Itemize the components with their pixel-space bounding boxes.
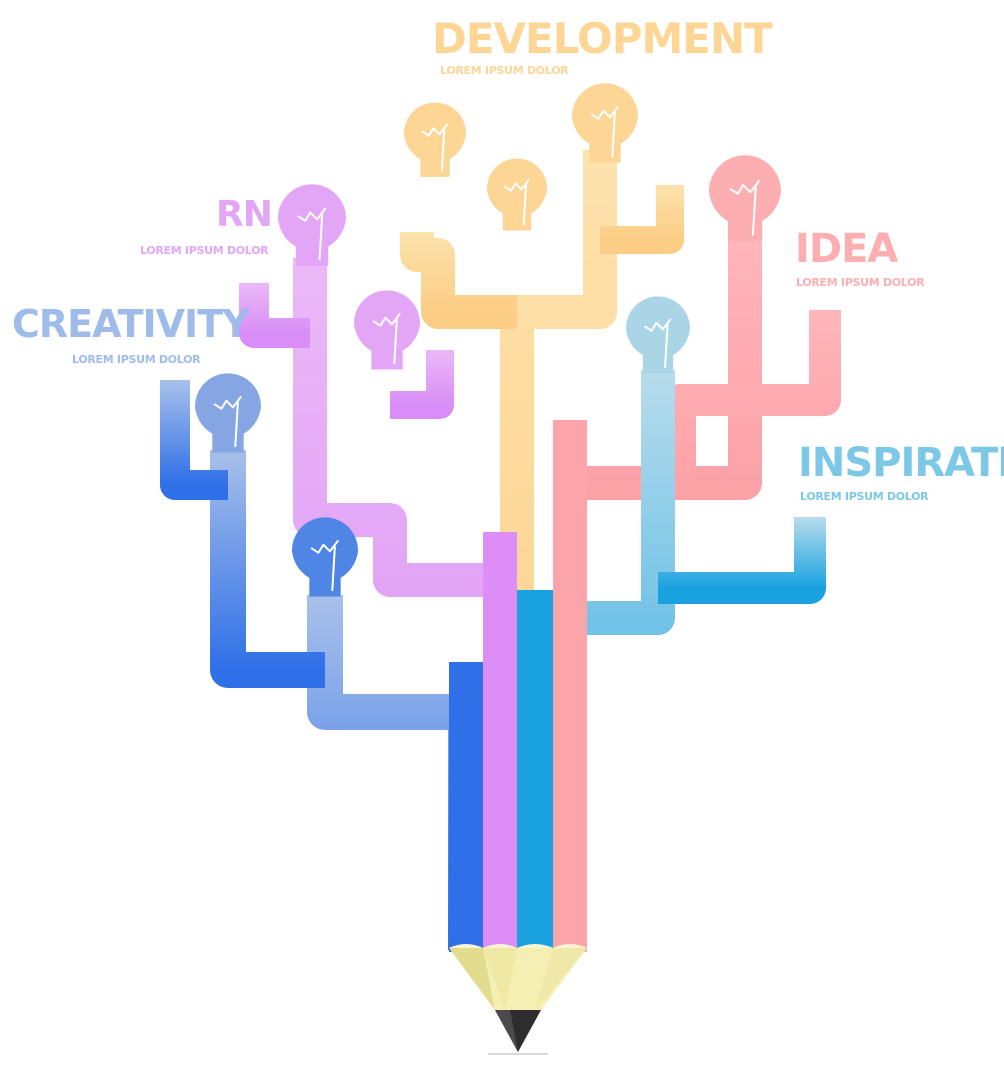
development-bulb-left xyxy=(403,102,467,177)
rn-subtitle: LOREM IPSUM DOLOR xyxy=(140,244,269,257)
creativity-title: CREATIVITY xyxy=(12,302,250,346)
lightbulb-icon xyxy=(277,184,347,266)
lightbulb-icon xyxy=(403,102,467,177)
lightbulb-icon xyxy=(625,296,691,374)
bulb-filament xyxy=(310,539,339,591)
creativity-bulb-bottom xyxy=(291,517,359,597)
rn-title: RN xyxy=(216,194,273,235)
development-subtitle: LOREM IPSUM DOLOR xyxy=(440,64,569,77)
lightbulb-icon xyxy=(353,290,421,370)
pencil-tip xyxy=(449,944,587,1055)
creativity-bulb-top xyxy=(194,373,262,453)
inspiration-bulb xyxy=(625,296,691,374)
lightbulb-icon xyxy=(486,158,548,231)
idea-subtitle: LOREM IPSUM DOLOR xyxy=(796,276,925,289)
bulbs-group xyxy=(194,83,782,597)
development-title: DEVELOPMENT xyxy=(432,14,773,63)
idea-title: IDEA xyxy=(795,226,898,272)
pencil-body xyxy=(449,420,587,952)
rn-bulb-middle xyxy=(353,290,421,370)
development-bulb-right xyxy=(571,83,639,163)
inspiration-title: INSPIRATION xyxy=(798,440,1004,486)
lightbulb-icon xyxy=(291,517,359,597)
inspiration-subtitle: LOREM IPSUM DOLOR xyxy=(800,490,929,503)
bulb-filament xyxy=(297,207,327,261)
bulb-filament xyxy=(644,318,672,368)
lightbulb-icon xyxy=(708,155,782,242)
bulb-filament xyxy=(213,395,242,447)
rn-bulb-top xyxy=(277,184,347,266)
development-bulb-center xyxy=(486,158,548,231)
bulb-filament xyxy=(421,123,449,172)
bulb-filament xyxy=(503,178,530,226)
bulb-filament xyxy=(590,105,619,157)
creativity-subtitle: LOREM IPSUM DOLOR xyxy=(72,353,201,366)
bulb-filament xyxy=(372,312,401,364)
idea-bulb xyxy=(708,155,782,242)
lightbulb-icon xyxy=(194,373,262,453)
lightbulb-icon xyxy=(571,83,639,163)
bulb-filament xyxy=(729,179,761,236)
